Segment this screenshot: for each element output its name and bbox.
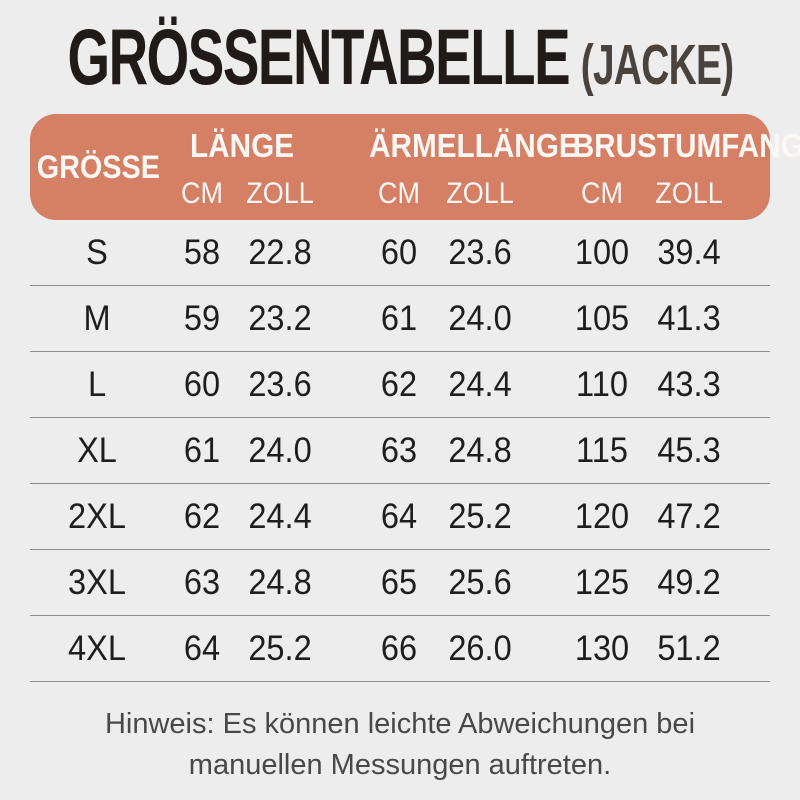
table-row-3xl: 3XL 63 24.8 65 25.6 125 49.2: [30, 550, 770, 616]
laenge-zoll-value: 22.8: [248, 232, 312, 272]
column-header-groesse: GRÖSSE: [36, 148, 160, 185]
laenge-zoll-value: 24.0: [248, 430, 312, 470]
column-header-brustumfang: BRUSTUMFANG: [572, 127, 800, 164]
brustumfang-cm-value: 105: [574, 298, 630, 338]
size-label: XL: [77, 430, 117, 470]
aermellaenge-zoll-value: 24.4: [448, 364, 512, 404]
size-label: 3XL: [68, 562, 126, 602]
brustumfang-zoll-value: 49.2: [657, 562, 721, 602]
unit-header-laenge-zoll: ZOLL: [246, 176, 314, 210]
table-header: GRÖSSE LÄNGE ÄRMELLÄNGE BRUSTUMFANG CM Z…: [30, 114, 800, 220]
aermellaenge-cm-value: 63: [380, 430, 418, 470]
size-label: 4XL: [68, 628, 126, 668]
page-title: GRÖSSENTABELLE (JACKE): [0, 0, 800, 114]
title-sub: (JACKE): [580, 33, 733, 96]
table-row-s: S 58 22.8 60 23.6 100 39.4: [30, 220, 770, 286]
brustumfang-zoll-value: 51.2: [657, 628, 721, 668]
size-label: M: [83, 298, 111, 338]
brustumfang-cm-value: 110: [576, 364, 628, 404]
aermellaenge-cm-value: 60: [380, 232, 418, 272]
column-header-laenge: LÄNGE: [190, 127, 294, 164]
brustumfang-zoll-value: 43.3: [657, 364, 721, 404]
table-row-m: M 59 23.2 61 24.0 105 41.3: [30, 286, 770, 352]
laenge-cm-value: 62: [183, 496, 221, 536]
table-row-2xl: 2XL 62 24.4 64 25.2 120 47.2: [30, 484, 770, 550]
laenge-zoll-value: 24.8: [248, 562, 312, 602]
aermellaenge-cm-value: 66: [380, 628, 418, 668]
laenge-zoll-value: 24.4: [248, 496, 312, 536]
laenge-cm-value: 59: [183, 298, 221, 338]
table-row-4xl: 4XL 64 25.2 66 26.0 130 51.2: [30, 616, 770, 682]
note-text: Hinweis: Es können leichte Abweichungen …: [104, 708, 696, 781]
brustumfang-cm-value: 115: [576, 430, 628, 470]
unit-header-laenge-cm: CM: [181, 176, 223, 210]
laenge-zoll-value: 25.2: [248, 628, 312, 668]
brustumfang-cm-value: 125: [574, 562, 630, 602]
unit-header-brustumfang-zoll: ZOLL: [655, 176, 723, 210]
aermellaenge-zoll-value: 26.0: [448, 628, 512, 668]
aermellaenge-zoll-value: 23.6: [448, 232, 512, 272]
laenge-cm-value: 64: [183, 628, 221, 668]
brustumfang-cm-value: 130: [574, 628, 630, 668]
brustumfang-cm-value: 120: [574, 496, 630, 536]
title-main: GRÖSSENTABELLE: [67, 12, 570, 102]
brustumfang-zoll-value: 45.3: [657, 430, 721, 470]
unit-header-aermellaenge-cm: CM: [378, 176, 420, 210]
aermellaenge-zoll-value: 24.8: [448, 430, 512, 470]
unit-header-brustumfang-cm: CM: [581, 176, 623, 210]
aermellaenge-cm-value: 61: [380, 298, 418, 338]
laenge-cm-value: 63: [183, 562, 221, 602]
brustumfang-zoll-value: 41.3: [657, 298, 721, 338]
aermellaenge-cm-value: 65: [380, 562, 418, 602]
brustumfang-zoll-value: 39.4: [657, 232, 721, 272]
page-title-line: GRÖSSENTABELLE (JACKE): [67, 12, 734, 102]
laenge-cm-value: 58: [183, 232, 221, 272]
size-table: GRÖSSE LÄNGE ÄRMELLÄNGE BRUSTUMFANG CM Z…: [30, 114, 800, 682]
aermellaenge-cm-value: 64: [380, 496, 418, 536]
brustumfang-cm-value: 100: [574, 232, 630, 272]
table-row-l: L 60 23.6 62 24.4 110 43.3: [30, 352, 770, 418]
aermellaenge-zoll-value: 24.0: [448, 298, 512, 338]
unit-header-aermellaenge-zoll: ZOLL: [446, 176, 514, 210]
laenge-zoll-value: 23.2: [248, 298, 312, 338]
table-row-xl: XL 61 24.0 63 24.8 115 45.3: [30, 418, 770, 484]
aermellaenge-zoll-value: 25.6: [448, 562, 512, 602]
laenge-cm-value: 60: [183, 364, 221, 404]
aermellaenge-cm-value: 62: [380, 364, 418, 404]
size-label: 2XL: [68, 496, 126, 536]
laenge-cm-value: 61: [183, 430, 221, 470]
size-label: L: [87, 364, 107, 404]
table-body: S 58 22.8 60 23.6 100 39.4 M 59 23.2 61 …: [30, 220, 770, 682]
size-label: S: [86, 232, 108, 272]
brustumfang-zoll-value: 47.2: [657, 496, 721, 536]
laenge-zoll-value: 23.6: [248, 364, 312, 404]
aermellaenge-zoll-value: 25.2: [448, 496, 512, 536]
column-header-aermellaenge: ÄRMELLÄNGE: [369, 127, 579, 164]
